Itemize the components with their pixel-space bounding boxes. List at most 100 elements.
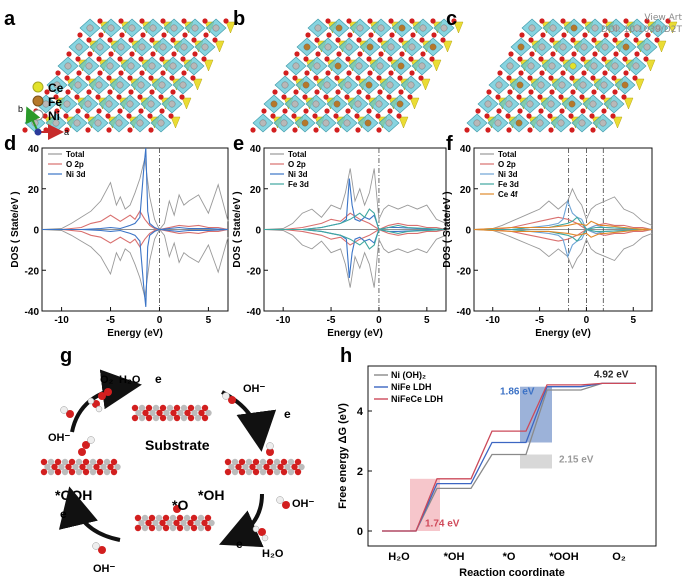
oxygen-atom xyxy=(314,37,320,43)
oxygen-atom xyxy=(280,468,288,476)
oxygen-atom xyxy=(68,458,76,466)
oxygen-atom xyxy=(173,519,180,527)
ce-polyhedron xyxy=(409,97,420,110)
metal-atom xyxy=(256,463,263,471)
oxygen-atom xyxy=(548,75,554,81)
oxygen-atom xyxy=(261,108,267,114)
oxygen-atom xyxy=(377,37,383,43)
oxygen-atom xyxy=(148,127,154,133)
ni-atom xyxy=(323,81,331,89)
oxygen-atom xyxy=(55,70,61,76)
legend-label: Ni 3d xyxy=(498,170,518,179)
series-line-spin-down-ce-4f xyxy=(473,228,653,238)
series-line-fe-3d xyxy=(264,208,447,231)
panel-label-a: a xyxy=(4,8,16,30)
ce-polyhedron xyxy=(398,116,409,129)
oxygen-atom xyxy=(624,32,630,38)
series-line-spin-down-fe-3d xyxy=(264,228,447,250)
oxygen-atom xyxy=(377,89,383,95)
oxygen-atom xyxy=(398,89,404,95)
oxygen-atom xyxy=(42,113,48,119)
metal-atom xyxy=(194,404,202,412)
legend-label: Fe 3d xyxy=(288,180,309,189)
oxygen-atom xyxy=(623,70,629,76)
oxygen-atom xyxy=(212,37,218,43)
oxygen-atom xyxy=(314,89,320,95)
oxygen-atom xyxy=(96,108,102,114)
axis-b-label: b xyxy=(18,104,23,114)
oxygen-atom xyxy=(294,468,302,476)
oxygen-atom xyxy=(40,468,48,476)
oxygen-atom xyxy=(74,94,80,100)
y-tick-label: 0 xyxy=(255,226,261,237)
oxygen-atom xyxy=(54,468,62,476)
oxygen-atom xyxy=(54,108,60,114)
oxygen-atom xyxy=(589,113,595,119)
oxygen-atom xyxy=(591,89,597,95)
oxygen-atom xyxy=(64,75,70,81)
ni-atom xyxy=(537,81,545,89)
ni-atom xyxy=(75,43,83,51)
h2o-top-label: H₂O xyxy=(119,374,141,386)
structure-panel-b xyxy=(250,18,464,133)
legend-label: NiFeCe LDH xyxy=(391,394,443,404)
ni-atom xyxy=(324,43,332,51)
oxygen-atom xyxy=(519,32,525,38)
x-category-label: *O xyxy=(503,551,516,563)
metal-atom xyxy=(141,514,149,522)
oxygen-atom xyxy=(82,458,90,466)
oxygen-atom xyxy=(634,51,640,57)
ni-atom xyxy=(291,100,299,108)
panel-label-f: f xyxy=(446,133,453,155)
ni-atom xyxy=(375,100,383,108)
metal-atom xyxy=(169,514,177,522)
oxygen-atom xyxy=(407,94,413,100)
x-tick-label: -10 xyxy=(276,315,291,326)
oxygen-atom xyxy=(591,37,597,43)
oxygen-atom xyxy=(602,18,608,24)
oxygen-atom xyxy=(312,113,318,119)
oxygen-atom xyxy=(570,89,576,95)
substrate-label: Substrate xyxy=(145,437,210,453)
oxygen-atom xyxy=(40,458,48,466)
oxygen-atom xyxy=(611,75,617,81)
oxygen-atom xyxy=(291,463,298,471)
oxygen-atom xyxy=(140,32,146,38)
atom-legend: Ce Fe Ni b a xyxy=(18,81,69,140)
oxygen-atom xyxy=(293,89,299,95)
series-line-ni-3d xyxy=(474,199,653,231)
adsorbate-ooh-h xyxy=(87,436,95,444)
oxygen-atom xyxy=(138,108,144,114)
oxygen-atom xyxy=(508,51,514,57)
fe-atom xyxy=(398,24,406,32)
oxygen-atom xyxy=(162,524,170,532)
fe-atom xyxy=(568,100,576,108)
panel-label-d: d xyxy=(4,133,16,155)
ni-atom xyxy=(355,62,363,70)
oxygen-atom xyxy=(187,519,194,527)
oxygen-atom xyxy=(139,18,145,24)
oxygen-atom xyxy=(201,519,208,527)
oxygen-atom xyxy=(148,75,154,81)
x-axis-label: Energy (eV) xyxy=(107,328,163,339)
ni-atom xyxy=(345,43,353,51)
oxygen-atom xyxy=(147,113,153,119)
ni-atom xyxy=(559,43,567,51)
legend-label: Ni 3d xyxy=(66,170,86,179)
oxygen-atom xyxy=(518,70,524,76)
oxygen-atom xyxy=(505,113,511,119)
oxygen-atom xyxy=(399,51,405,57)
oxygen-atom xyxy=(506,127,512,133)
y-tick-label: -40 xyxy=(247,307,262,318)
ce-polyhedron xyxy=(634,78,645,91)
oxygen-atom xyxy=(325,70,331,76)
axis-origin xyxy=(34,128,42,136)
oxygen-atom xyxy=(187,404,195,412)
oxygen-atom xyxy=(270,113,276,119)
y-tick-label: -20 xyxy=(247,266,262,277)
oxygen-atom xyxy=(148,514,156,522)
oxygen-atom xyxy=(252,458,260,466)
ni-atom xyxy=(137,81,145,89)
oxygen-atom xyxy=(223,18,229,24)
metal-atom xyxy=(135,409,142,417)
